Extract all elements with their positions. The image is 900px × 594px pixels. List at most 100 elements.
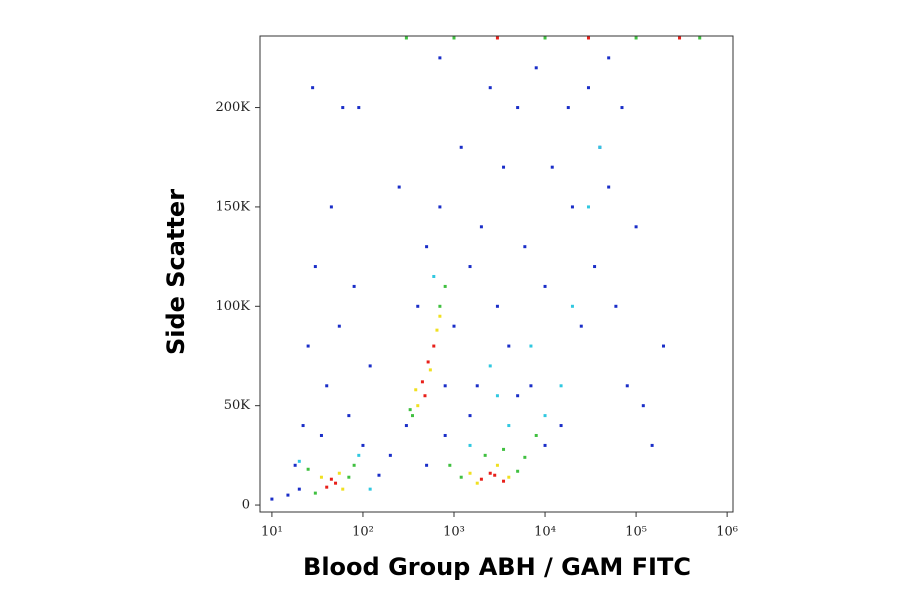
event-dot [337, 324, 341, 328]
event-dot [475, 384, 479, 388]
event-dot [443, 433, 447, 437]
event-dot [459, 145, 463, 149]
x-axis-title: Blood Group ABH / GAM FITC [303, 553, 691, 581]
event-dot [502, 479, 506, 483]
y-axis-title: Side Scatter [162, 189, 190, 355]
event-dot [301, 424, 305, 428]
event-dot [297, 459, 301, 463]
event-dot [329, 205, 333, 209]
event-dot [428, 368, 432, 372]
event-dot [468, 471, 472, 475]
event-dot [559, 384, 563, 388]
event-dot [598, 145, 602, 149]
event-dot [634, 225, 638, 229]
event-dot [448, 463, 452, 467]
event-dot [388, 453, 392, 457]
event-dot [641, 404, 645, 408]
event-dot [443, 284, 447, 288]
event-dot [534, 66, 538, 70]
event-dot [459, 475, 463, 479]
event-dot [493, 473, 497, 477]
event-dot [661, 344, 665, 348]
event-dot [559, 424, 563, 428]
x-tick-label: 10⁶ [716, 525, 738, 540]
event-dot [319, 475, 323, 479]
event-dot [361, 443, 365, 447]
event-dot [352, 284, 356, 288]
event-dot [650, 443, 654, 447]
event-dot [443, 384, 447, 388]
event-dot [404, 36, 408, 40]
event-dot [408, 408, 412, 412]
event-dot [543, 443, 547, 447]
event-dot [488, 86, 492, 90]
event-dot [286, 493, 290, 497]
event-dot [586, 86, 590, 90]
event-dot [425, 463, 429, 467]
event-dot [529, 344, 533, 348]
event-dot [325, 485, 329, 489]
y-tick-label: 200K [215, 100, 250, 115]
event-dot [502, 447, 506, 451]
event-dot [357, 453, 361, 457]
event-dot [543, 284, 547, 288]
event-dot [593, 265, 597, 269]
event-dot [432, 274, 436, 278]
x-tick-label: 10¹ [261, 525, 283, 540]
event-dot [313, 265, 317, 269]
event-dot [543, 36, 547, 40]
event-dot [516, 106, 520, 110]
event-dot [377, 473, 381, 477]
event-dot [620, 106, 624, 110]
event-dot [270, 497, 274, 501]
event-dot [614, 304, 618, 308]
y-tick-label: 100K [215, 299, 250, 314]
event-dot [404, 424, 408, 428]
y-tick-label: 50K [224, 398, 251, 413]
event-dot [586, 205, 590, 209]
event-dot [523, 455, 527, 459]
event-dot [495, 304, 499, 308]
event-dot [319, 433, 323, 437]
event-dot [357, 106, 361, 110]
plot-frame [259, 35, 734, 513]
event-dot [607, 56, 611, 60]
event-dot [325, 384, 329, 388]
event-dot [570, 205, 574, 209]
event-dot [495, 394, 499, 398]
event-dot [414, 388, 418, 392]
event-dot [341, 106, 345, 110]
event-dot [607, 185, 611, 189]
x-tick-label: 10³ [443, 525, 465, 540]
event-dot [516, 394, 520, 398]
event-dot [337, 471, 341, 475]
event-dot [488, 471, 492, 475]
event-dot [435, 328, 439, 332]
event-dot [293, 463, 297, 467]
event-dot [438, 56, 442, 60]
event-dot [438, 314, 442, 318]
event-dot [475, 481, 479, 485]
event-dot [468, 265, 472, 269]
event-dot [347, 414, 351, 418]
event-dot [550, 165, 554, 169]
x-tick-label: 10⁴ [534, 525, 556, 540]
event-dot [625, 384, 629, 388]
event-dot [297, 487, 301, 491]
event-dot [543, 414, 547, 418]
x-tick-label: 10⁵ [625, 525, 647, 540]
event-dot [438, 304, 442, 308]
event-dot [516, 469, 520, 473]
event-dot [586, 36, 590, 40]
event-dot [698, 36, 702, 40]
event-dot [523, 245, 527, 249]
event-dot [488, 364, 492, 368]
event-dot [306, 467, 310, 471]
event-dot [507, 344, 511, 348]
y-tick-label: 150K [215, 199, 250, 214]
event-dot [570, 304, 574, 308]
event-dot [334, 481, 338, 485]
event-dot [416, 404, 420, 408]
event-dot [529, 384, 533, 388]
